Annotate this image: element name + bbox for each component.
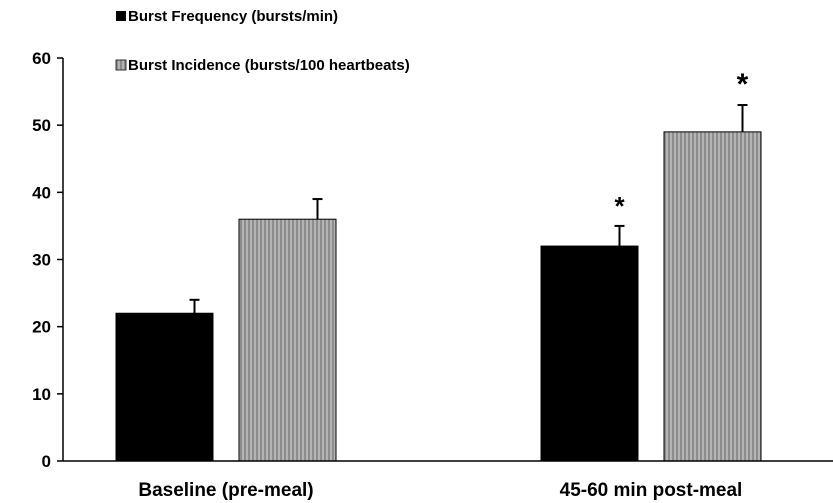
significance-marker: * — [614, 191, 625, 221]
legend-swatch-burst-incidence — [115, 59, 127, 71]
x-axis: Baseline (pre-meal) 45-60 min post-meal — [63, 460, 833, 501]
y-tick-label: 50 — [32, 116, 51, 135]
bars-group — [115, 131, 762, 462]
annotations-group: ** — [614, 68, 748, 221]
legend-item-burst-frequency: Burst Frequency (bursts/min) — [116, 8, 338, 25]
significance-marker: * — [737, 68, 749, 101]
bar — [115, 312, 214, 462]
y-axis: 0 10 20 30 40 50 60 — [32, 49, 64, 471]
y-tick-label: 10 — [32, 385, 51, 404]
legend-label-burst-incidence: Burst Incidence (bursts/100 heartbeats) — [128, 57, 410, 74]
bar — [540, 245, 639, 462]
y-tick-label: 20 — [32, 318, 51, 337]
y-tick-label: 0 — [42, 452, 51, 471]
y-tick-label: 40 — [32, 183, 51, 202]
legend-swatch-burst-frequency — [116, 11, 126, 21]
bar — [238, 218, 337, 462]
y-tick-label: 30 — [32, 251, 51, 270]
error-bars-group — [189, 104, 748, 314]
y-tick-label: 60 — [32, 49, 51, 68]
x-category-label: 45-60 min post-meal — [560, 480, 743, 501]
x-category-label: Baseline (pre-meal) — [138, 480, 313, 501]
bar — [663, 131, 762, 462]
legend-label-burst-frequency: Burst Frequency (bursts/min) — [128, 8, 338, 25]
legend-item-burst-incidence: Burst Incidence (bursts/100 heartbeats) — [115, 57, 410, 74]
legend: Burst Frequency (bursts/min) Burst Incid… — [115, 8, 410, 74]
